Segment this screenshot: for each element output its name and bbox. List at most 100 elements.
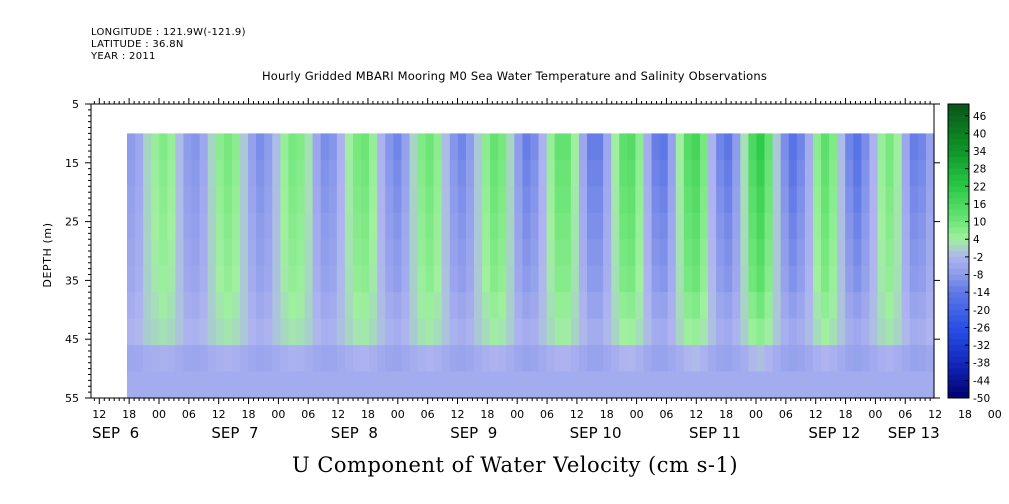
heatmap-cell [740, 345, 749, 373]
heatmap-cell [175, 292, 185, 320]
heatmap-cell [756, 159, 766, 187]
heatmap-cell [756, 345, 766, 373]
heatmap-cell [578, 159, 588, 187]
x-hour-label: 00 [510, 408, 524, 421]
heatmap-cell [877, 239, 887, 267]
heatmap-cell [627, 159, 637, 187]
heatmap-cell [611, 239, 620, 267]
heatmap-cell [215, 318, 225, 346]
heatmap-cell [239, 345, 249, 373]
heatmap-cell [336, 371, 346, 399]
heatmap-cell [320, 186, 330, 214]
heatmap-cell [708, 292, 717, 320]
heatmap-cell [385, 371, 394, 399]
heatmap-cell [788, 212, 798, 240]
heatmap-cell [578, 345, 588, 373]
heatmap-cell [917, 318, 927, 346]
heatmap-cell [675, 186, 685, 214]
heatmap-cell [167, 345, 177, 373]
heatmap-cell [764, 212, 774, 240]
heatmap-cell [659, 265, 669, 293]
heatmap-cell [845, 133, 854, 161]
heatmap-cell [611, 292, 620, 320]
heatmap-cell [328, 212, 338, 240]
heatmap-cell [522, 159, 532, 187]
colorbar-segment [948, 203, 969, 211]
heatmap-cell [780, 133, 790, 161]
heatmap-cell [433, 133, 443, 161]
heatmap-cell [635, 292, 645, 320]
colorbar-tick-label: 40 [973, 128, 986, 140]
heatmap-cell [482, 318, 491, 346]
heatmap-cell [272, 345, 281, 373]
colorbar-tick-label: -8 [973, 270, 983, 282]
heatmap-cell [280, 292, 289, 320]
heatmap-cell [223, 292, 233, 320]
heatmap-cell [207, 292, 217, 320]
heatmap-cell [191, 212, 201, 240]
heatmap-cell [603, 345, 612, 373]
colorbar-segment [948, 215, 969, 223]
colorbar-segment [948, 368, 969, 375]
colorbar-tick-label: 4 [973, 234, 980, 246]
heatmap-cell [143, 292, 152, 320]
heatmap-cell [199, 186, 209, 214]
heatmap-cell [223, 212, 233, 240]
heatmap-cell [611, 265, 620, 293]
heatmap-cell [239, 371, 249, 399]
heatmap-cell [595, 318, 604, 346]
heatmap-cell [199, 265, 209, 293]
heatmap-cell [635, 159, 645, 187]
heatmap-cell [893, 345, 903, 373]
heatmap-cell [312, 371, 322, 399]
heatmap-cell [716, 186, 725, 214]
heatmap-cell [401, 345, 411, 373]
heatmap-cell [352, 318, 362, 346]
heatmap-cell [320, 318, 330, 346]
heatmap-cell [175, 345, 185, 373]
heatmap-cell [151, 292, 160, 320]
heatmap-cell [812, 371, 822, 399]
heatmap-cell [248, 292, 257, 320]
heatmap-cell [643, 186, 653, 214]
heatmap-cell [522, 292, 532, 320]
heatmap-cell [385, 239, 394, 267]
heatmap-cell [151, 371, 160, 399]
heatmap-cell [183, 212, 193, 240]
heatmap-cell [385, 292, 394, 320]
heatmap-cell [603, 371, 612, 399]
heatmap-cell [788, 265, 798, 293]
heatmap-cell [401, 318, 411, 346]
heatmap-cell [562, 239, 572, 267]
heatmap-cell [215, 186, 225, 214]
heatmap-cell [304, 212, 314, 240]
heatmap-cell [716, 265, 725, 293]
heatmap-cell [885, 371, 895, 399]
colorbar-segment [948, 256, 969, 264]
heatmap-cell [772, 371, 782, 399]
heatmap-cell [780, 212, 790, 240]
heatmap-cell [643, 318, 653, 346]
heatmap-cell [643, 292, 653, 320]
heatmap-cell [861, 212, 871, 240]
heatmap-cell [845, 345, 854, 373]
heatmap-cell [821, 371, 830, 399]
heatmap-cell [183, 371, 193, 399]
heatmap-cell [578, 186, 588, 214]
heatmap-cell [667, 371, 677, 399]
colorbar: 46 40 34 28 22 16 10 4 -2 -8 -14 -20 -26 -32 -38 -44 -50 [947, 103, 990, 405]
heatmap-cell [280, 159, 289, 187]
heatmap-cell [401, 186, 411, 214]
colorbar-segment [948, 386, 969, 393]
heatmap-cell [611, 345, 620, 373]
heatmap-cell [264, 159, 273, 187]
heatmap-cell [740, 265, 749, 293]
heatmap-cell [393, 239, 402, 267]
heatmap-cell [821, 318, 830, 346]
x-hour-label: 18 [122, 408, 136, 421]
heatmap-cell [514, 133, 524, 161]
heatmap-cell [167, 186, 177, 214]
heatmap-cell [917, 292, 927, 320]
heatmap-cell [151, 345, 160, 373]
heatmap-cell [659, 345, 669, 373]
